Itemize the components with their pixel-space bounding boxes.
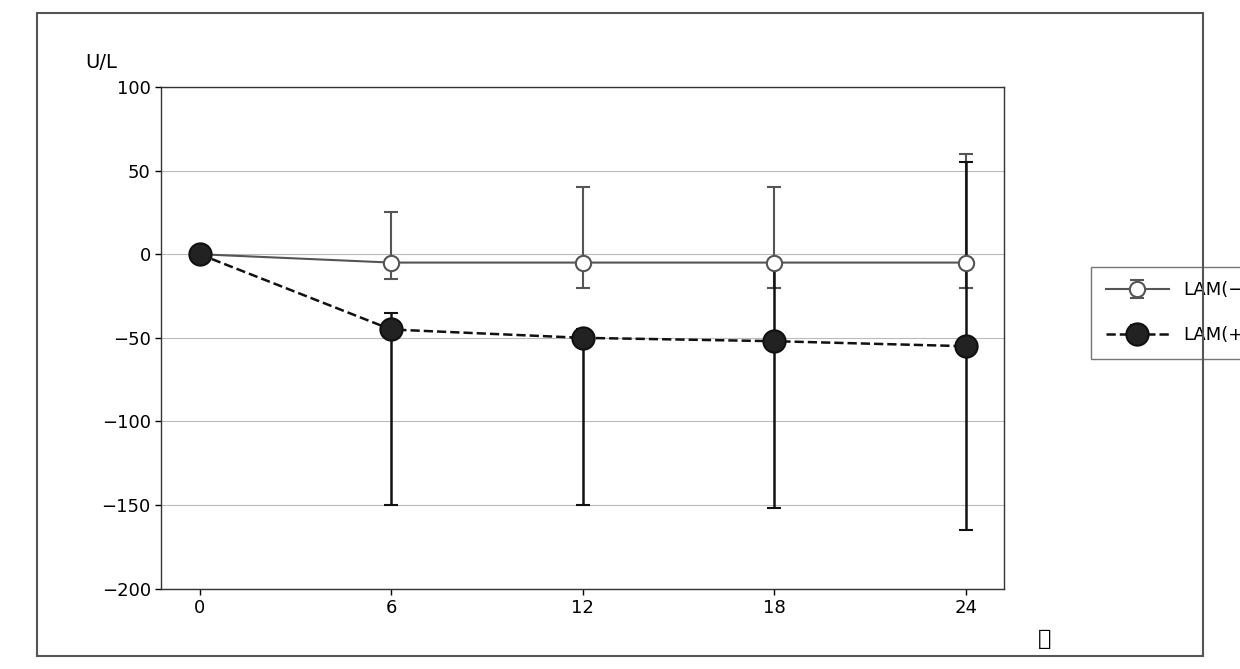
Text: U/L: U/L [86,53,118,72]
Text: 月: 月 [1038,629,1052,649]
Legend: LAM(−), LAM(+): LAM(−), LAM(+) [1091,267,1240,359]
